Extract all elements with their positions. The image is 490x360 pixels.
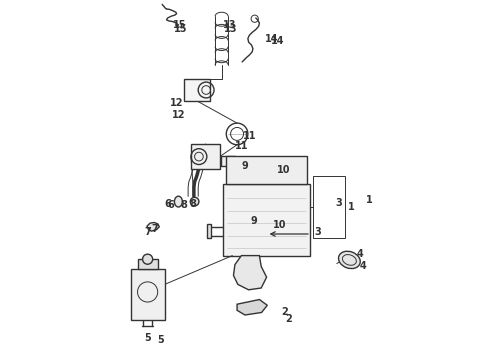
Text: 12: 12: [170, 98, 183, 108]
Ellipse shape: [343, 255, 356, 265]
Text: 10: 10: [277, 165, 291, 175]
Text: 1: 1: [348, 202, 355, 212]
Bar: [191, 144, 220, 169]
Text: 10: 10: [272, 220, 286, 230]
Text: 4: 4: [360, 261, 367, 271]
Text: 3: 3: [315, 227, 321, 237]
Ellipse shape: [174, 196, 182, 207]
Text: 3: 3: [335, 198, 342, 208]
Text: 2: 2: [281, 307, 288, 318]
Text: 6: 6: [164, 199, 171, 210]
Bar: [223, 184, 310, 256]
Polygon shape: [237, 300, 268, 315]
Bar: [313, 176, 345, 238]
Bar: [226, 156, 307, 184]
Text: 8: 8: [189, 199, 196, 210]
Text: 13: 13: [223, 20, 237, 30]
Bar: [207, 224, 211, 238]
Text: 11: 11: [244, 131, 257, 141]
Text: 7: 7: [145, 227, 151, 237]
Text: 9: 9: [242, 161, 248, 171]
Text: 12: 12: [172, 110, 185, 120]
Bar: [184, 79, 210, 101]
Text: 15: 15: [173, 24, 187, 34]
Text: 6: 6: [168, 200, 174, 210]
Bar: [138, 259, 157, 269]
Text: 4: 4: [357, 249, 364, 259]
Bar: [130, 269, 165, 320]
Polygon shape: [147, 222, 159, 231]
Text: 14: 14: [270, 36, 284, 46]
Polygon shape: [233, 256, 267, 290]
Text: 14: 14: [265, 33, 279, 44]
Text: 13: 13: [224, 24, 237, 34]
Ellipse shape: [339, 251, 360, 269]
Circle shape: [143, 254, 153, 264]
Text: 1: 1: [366, 195, 372, 205]
Text: 5: 5: [144, 333, 151, 343]
Text: 7: 7: [151, 224, 158, 234]
Bar: [220, 156, 235, 166]
Circle shape: [190, 197, 199, 206]
Text: 9: 9: [250, 216, 257, 226]
Text: 11: 11: [235, 141, 248, 151]
Text: 5: 5: [157, 335, 164, 345]
Text: 15: 15: [173, 20, 186, 30]
Text: 2: 2: [285, 314, 292, 324]
Text: 8: 8: [180, 200, 187, 210]
